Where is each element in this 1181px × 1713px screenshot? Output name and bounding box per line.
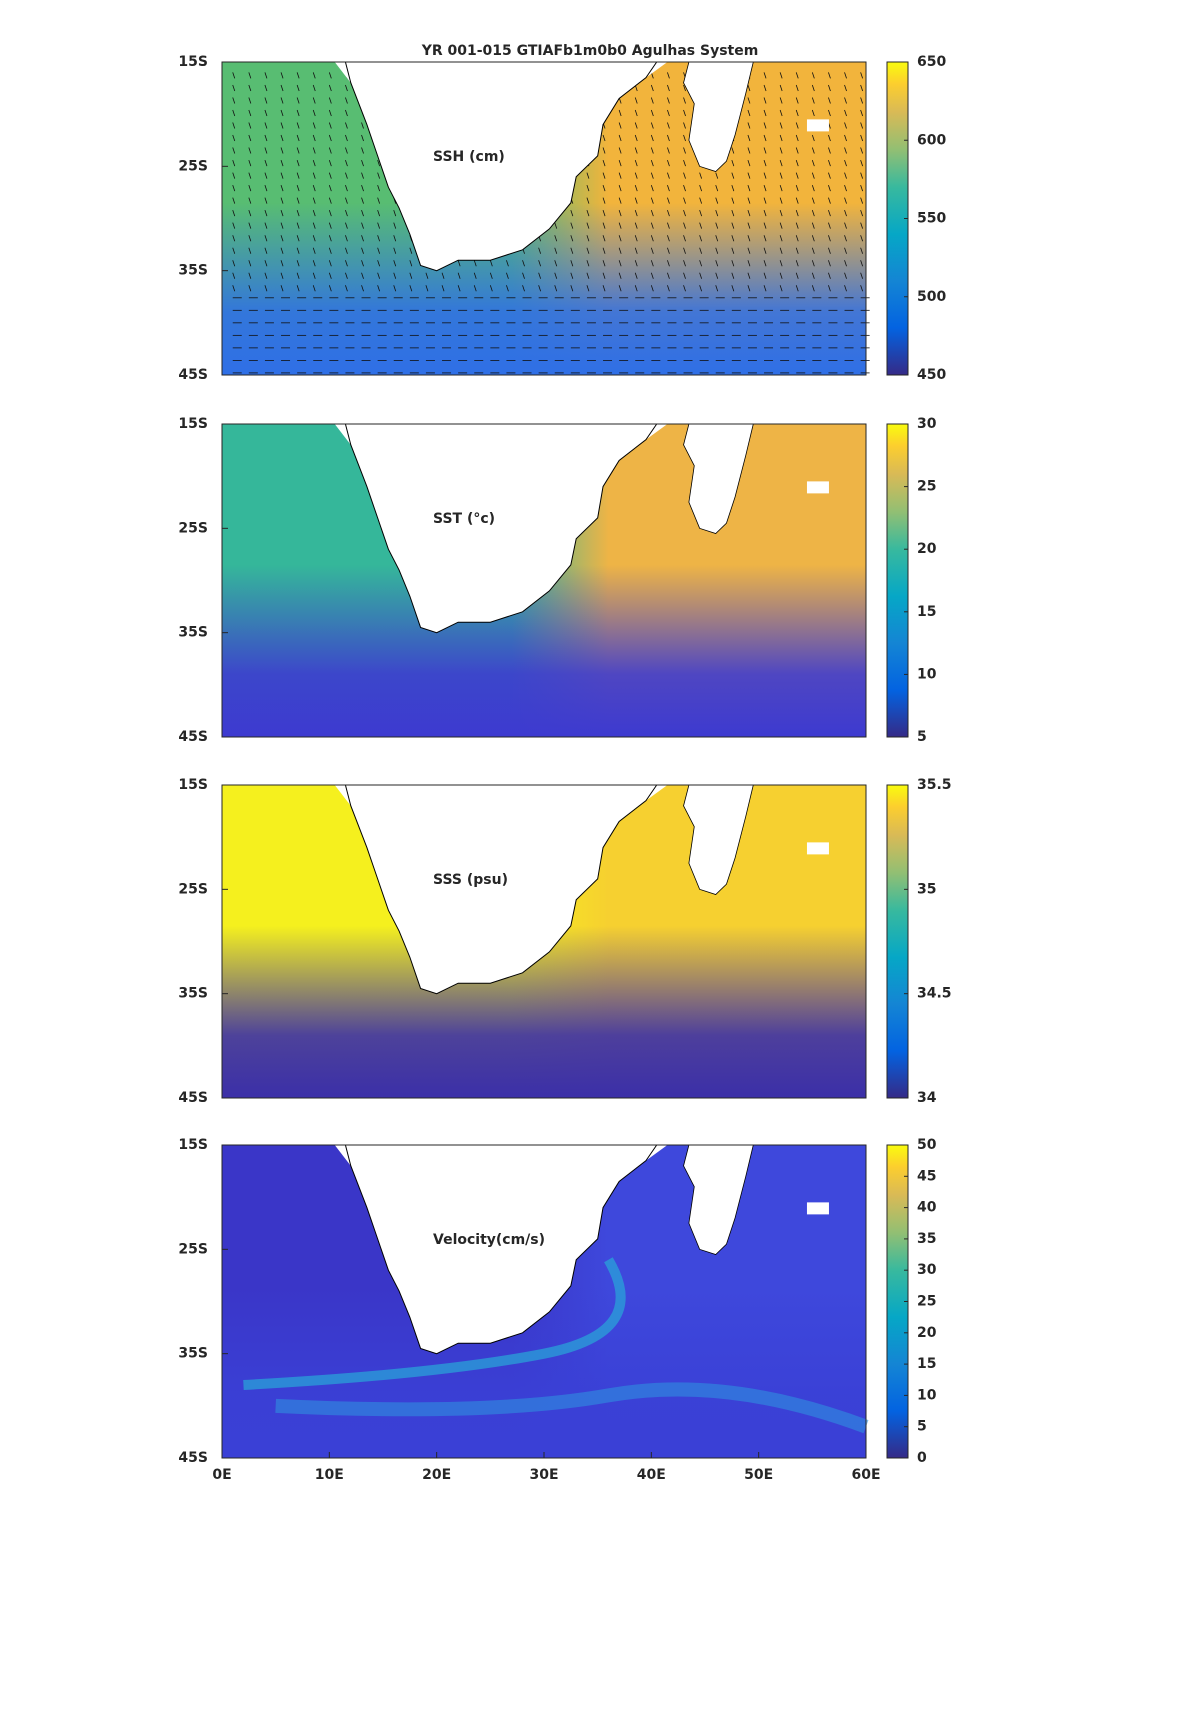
colorbar-tick-label: 10 <box>917 1387 937 1403</box>
colorbar: 450 500 550 600 650 <box>886 54 946 383</box>
y-tick-label: 35S <box>178 263 208 279</box>
land <box>334 62 668 271</box>
colorbar-tick-label: 35 <box>917 881 936 897</box>
colorbar-tick-label: 25 <box>917 1294 936 1310</box>
axes: 15S 25S 35S 45S <box>178 54 867 383</box>
y-tick-label: 25S <box>178 1241 208 1257</box>
land <box>683 423 754 535</box>
colorbar-scale <box>886 784 909 1099</box>
coastline <box>344 784 658 995</box>
colorbar-tick-label: 30 <box>917 1262 937 1278</box>
coastline <box>344 423 658 634</box>
axes: 15S 25S 35S 45S <box>178 416 867 745</box>
colorbar-tick-label: 650 <box>917 54 946 70</box>
colorbar-tick-label: 450 <box>917 367 946 383</box>
colorbar-tick-label: 600 <box>917 132 946 148</box>
island <box>806 119 829 132</box>
map-panel: Velocity(cm/s) <box>222 1144 869 1458</box>
x-tick-label: 0E <box>212 1467 231 1483</box>
map-panel: SST (°c) <box>222 423 866 737</box>
axes-frame <box>221 784 867 1099</box>
coastline <box>344 1144 658 1355</box>
y-tick-label: 25S <box>178 158 208 174</box>
y-tick-label: 25S <box>178 881 208 897</box>
island <box>806 481 829 494</box>
colorbar-tick-label: 35.5 <box>917 777 952 793</box>
axes-frame <box>221 61 867 376</box>
colorbar-tick-label: 5 <box>917 1419 927 1435</box>
x-tick-label: 20E <box>422 1467 451 1483</box>
y-tick-label: 25S <box>178 520 208 536</box>
panel-label: SST (°c) <box>433 511 495 527</box>
colorbar-tick-label: 20 <box>917 1325 937 1341</box>
colorbar-tick-label: 10 <box>917 666 937 682</box>
colorbar-tick-label: 500 <box>917 289 946 305</box>
current-band <box>275 1382 869 1434</box>
island <box>806 842 829 855</box>
colorbar-tick-label: 30 <box>917 416 937 432</box>
colorbar-tick-label: 15 <box>917 604 936 620</box>
land <box>683 61 754 173</box>
x-tick-label: 10E <box>315 1467 344 1483</box>
map-panel: SSH (cm) <box>222 61 870 375</box>
land <box>334 785 668 994</box>
colorbar-tick-label: 20 <box>917 541 937 557</box>
colorbar-scale <box>886 423 909 738</box>
map-panel: SSS (psu) <box>222 784 866 1098</box>
colorbar: 0 5 10 15 20 25 30 35 40 45 50 <box>886 1137 937 1466</box>
x-tick-label: 40E <box>637 1467 666 1483</box>
y-tick-label: 35S <box>178 986 208 1002</box>
land <box>683 1144 754 1256</box>
land <box>334 1145 668 1354</box>
figure-title: YR 001-015 GTIAFb1m0b0 Agulhas System <box>421 43 759 59</box>
colorbar: 5 10 15 20 25 30 <box>886 416 937 745</box>
land <box>683 784 754 896</box>
colorbar-tick-label: 25 <box>917 479 936 495</box>
colorbar: 34 34.5 35 35.5 <box>886 777 952 1106</box>
colorbar-tick-label: 40 <box>917 1200 937 1216</box>
island <box>806 1202 829 1215</box>
colorbar-tick-label: 34 <box>917 1090 937 1106</box>
colorbar-tick-label: 15 <box>917 1356 936 1372</box>
colorbar-tick-label: 550 <box>917 211 946 227</box>
panel-label: SSH (cm) <box>433 149 505 165</box>
y-tick-label: 45S <box>178 1450 208 1466</box>
y-tick-label: 15S <box>178 54 208 70</box>
x-tick-label: 30E <box>529 1467 558 1483</box>
colorbar-tick-label: 5 <box>917 729 927 745</box>
panel-label: Velocity(cm/s) <box>433 1232 545 1248</box>
panel-label: SSS (psu) <box>433 872 508 888</box>
coastline <box>344 61 658 272</box>
colorbar-tick-label: 45 <box>917 1168 936 1184</box>
y-tick-label: 15S <box>178 1137 208 1153</box>
x-tick-label: 60E <box>851 1467 880 1483</box>
y-tick-label: 15S <box>178 777 208 793</box>
axes-frame <box>221 423 867 738</box>
colorbar-tick-label: 34.5 <box>917 986 952 1002</box>
y-tick-label: 35S <box>178 625 208 641</box>
current-band <box>243 1257 626 1390</box>
y-tick-label: 15S <box>178 416 208 432</box>
y-tick-label: 35S <box>178 1346 208 1362</box>
y-tick-label: 45S <box>178 1090 208 1106</box>
colorbar-tick-label: 35 <box>917 1231 936 1247</box>
y-tick-label: 45S <box>178 367 208 383</box>
axes: 15S 25S 35S 45S <box>178 777 867 1106</box>
colorbar-tick-label: 0 <box>917 1450 927 1466</box>
colorbar-tick-label: 50 <box>917 1137 937 1153</box>
x-tick-label: 50E <box>744 1467 773 1483</box>
y-tick-label: 45S <box>178 729 208 745</box>
land <box>334 424 668 633</box>
